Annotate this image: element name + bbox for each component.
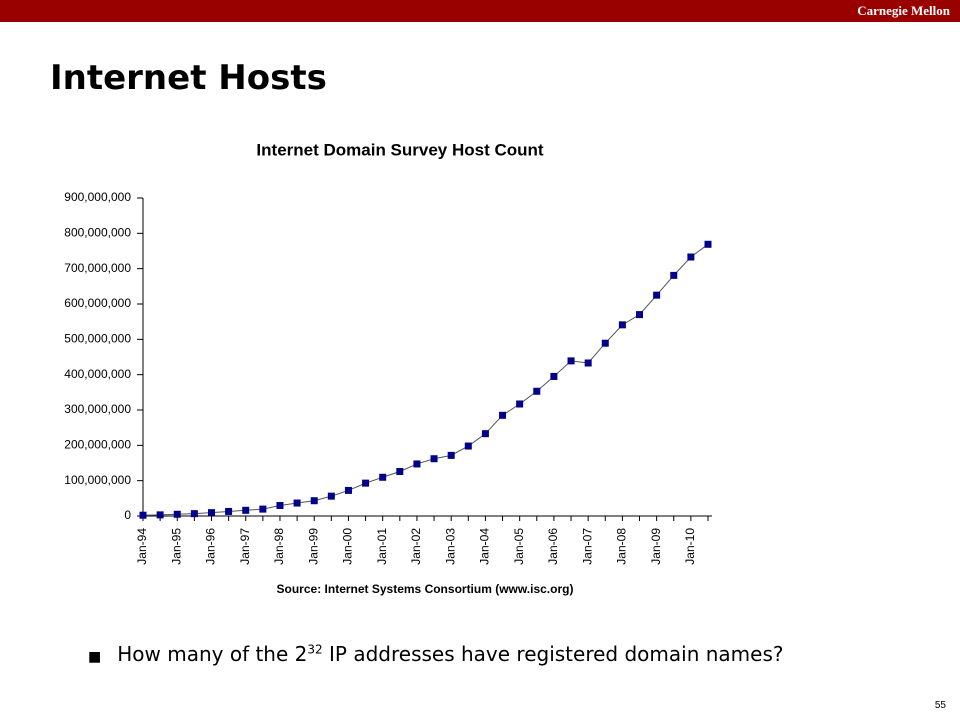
page-number: 55 (934, 700, 946, 711)
marker (379, 473, 387, 481)
marker (413, 460, 421, 468)
marker (362, 479, 370, 487)
marker (173, 510, 181, 518)
y-tick-label: 800,000,000 (64, 226, 131, 240)
marker (516, 400, 524, 408)
marker (584, 359, 592, 367)
x-tick-label: Jan-02 (409, 528, 423, 565)
y-tick-label: 0 (124, 508, 131, 522)
marker (636, 311, 644, 319)
y-tick-label: 100,000,000 (64, 473, 131, 487)
x-tick-label: Jan-10 (683, 528, 697, 565)
bullet: ■ How many of the 232 IP addresses have r… (88, 642, 784, 666)
marker (533, 387, 541, 395)
marker (156, 511, 164, 519)
bullet-text: How many of the 2 (117, 642, 308, 666)
x-tick-label: Jan-00 (341, 528, 355, 565)
marker (550, 372, 558, 380)
marker (276, 502, 284, 510)
marker (687, 253, 695, 261)
marker (139, 511, 147, 519)
y-tick-label: 200,000,000 (64, 438, 131, 452)
marker (567, 357, 575, 365)
y-tick-label: 900,000,000 (64, 190, 131, 204)
marker (481, 430, 489, 438)
y-tick-label: 400,000,000 (64, 367, 131, 381)
y-tick-label: 500,000,000 (64, 332, 131, 346)
x-tick-label: Jan-96 (204, 528, 218, 565)
x-tick-label: Jan-06 (546, 528, 560, 565)
marker (396, 468, 404, 476)
x-tick-label: Jan-08 (615, 528, 629, 565)
y-tick-label: 300,000,000 (64, 402, 131, 416)
x-tick-label: Jan-05 (512, 528, 526, 565)
x-tick-label: Jan-07 (580, 528, 594, 565)
marker (670, 271, 678, 279)
x-tick-label: Jan-09 (649, 528, 663, 565)
top-bar: Carnegie Mellon (0, 0, 960, 22)
x-tick-label: Jan-94 (135, 528, 149, 565)
chart-source: Source: Internet Systems Consortium (www… (277, 582, 574, 596)
marker (653, 291, 661, 299)
marker (704, 240, 712, 248)
marker (327, 492, 335, 500)
bullet-text: IP addresses have registered domain name… (322, 642, 784, 666)
x-tick-label: Jan-97 (238, 528, 252, 565)
marker (430, 455, 438, 463)
chart-title: Internet Domain Survey Host Count (256, 140, 543, 159)
slide-title: Internet Hosts (50, 58, 327, 98)
x-tick-label: Jan-95 (169, 528, 183, 565)
x-tick-label: Jan-03 (443, 528, 457, 565)
marker (464, 442, 472, 450)
brand: Carnegie Mellon (857, 3, 950, 18)
marker (242, 506, 250, 514)
x-tick-label: Jan-99 (306, 528, 320, 565)
marker (447, 451, 455, 459)
marker (207, 509, 215, 517)
marker (618, 321, 626, 329)
marker (499, 411, 507, 419)
marker (601, 339, 609, 347)
bullet-sup: 32 (307, 642, 323, 657)
marker (310, 497, 318, 505)
marker (259, 505, 267, 513)
marker (190, 510, 198, 518)
x-tick-label: Jan-01 (375, 528, 389, 565)
x-tick-label: Jan-98 (272, 528, 286, 565)
x-tick-label: Jan-04 (478, 528, 492, 565)
marker (293, 499, 301, 507)
series-line (142, 243, 709, 516)
y-tick-label: 700,000,000 (64, 261, 131, 275)
marker (344, 486, 352, 494)
y-tick-label: 600,000,000 (64, 296, 131, 310)
marker (225, 507, 233, 515)
